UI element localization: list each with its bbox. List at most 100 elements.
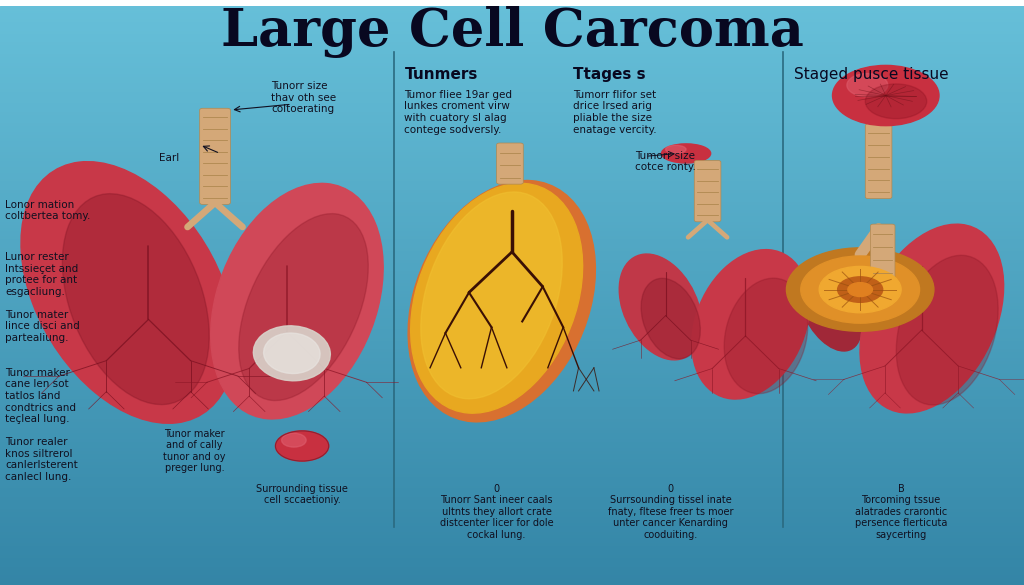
Bar bbox=[0, 246, 1024, 249]
Bar bbox=[0, 507, 1024, 510]
Bar bbox=[0, 226, 1024, 229]
Bar bbox=[0, 46, 1024, 49]
Text: Tunor realer
knos siltrerol
canlerlsterent
canlecl lung.: Tunor realer knos siltrerol canlerlstere… bbox=[5, 437, 78, 482]
Bar bbox=[0, 423, 1024, 426]
Bar bbox=[0, 49, 1024, 52]
Bar bbox=[0, 153, 1024, 156]
Bar bbox=[0, 122, 1024, 125]
Ellipse shape bbox=[860, 224, 1004, 413]
Bar bbox=[0, 287, 1024, 290]
Bar bbox=[0, 263, 1024, 266]
Bar bbox=[0, 240, 1024, 243]
Bar bbox=[0, 165, 1024, 168]
Bar bbox=[0, 356, 1024, 359]
Bar bbox=[0, 504, 1024, 507]
Ellipse shape bbox=[896, 255, 998, 405]
Bar bbox=[0, 570, 1024, 573]
Bar bbox=[0, 446, 1024, 449]
Text: Earl: Earl bbox=[159, 153, 179, 163]
Bar bbox=[0, 336, 1024, 339]
Bar bbox=[0, 200, 1024, 202]
Bar bbox=[0, 426, 1024, 429]
Bar bbox=[0, 110, 1024, 113]
Bar bbox=[0, 84, 1024, 87]
Bar bbox=[0, 177, 1024, 180]
Bar bbox=[0, 478, 1024, 481]
Bar bbox=[0, 304, 1024, 307]
Text: Large Cell Carcoma: Large Cell Carcoma bbox=[220, 6, 804, 58]
Bar bbox=[0, 498, 1024, 501]
Bar bbox=[0, 469, 1024, 472]
Ellipse shape bbox=[641, 278, 700, 359]
Bar bbox=[0, 472, 1024, 475]
Bar bbox=[0, 432, 1024, 435]
Bar bbox=[0, 235, 1024, 238]
Bar bbox=[0, 258, 1024, 260]
Bar bbox=[0, 301, 1024, 304]
Bar bbox=[0, 130, 1024, 133]
Bar bbox=[0, 58, 1024, 61]
Bar bbox=[0, 539, 1024, 542]
Bar bbox=[0, 362, 1024, 365]
Bar bbox=[0, 324, 1024, 327]
Bar bbox=[0, 205, 1024, 208]
Bar bbox=[0, 70, 1024, 73]
Bar bbox=[0, 133, 1024, 136]
Bar bbox=[0, 455, 1024, 457]
Ellipse shape bbox=[20, 161, 236, 424]
Bar bbox=[0, 382, 1024, 385]
Bar bbox=[0, 345, 1024, 347]
Bar bbox=[0, 119, 1024, 122]
Circle shape bbox=[833, 66, 939, 126]
Bar bbox=[0, 512, 1024, 515]
Bar bbox=[0, 272, 1024, 275]
Bar bbox=[0, 562, 1024, 565]
Bar bbox=[0, 78, 1024, 81]
Text: Tunor maker
cane len sot
tatlos land
condtrics and
teçleal lung.: Tunor maker cane len sot tatlos land con… bbox=[5, 368, 76, 424]
Bar bbox=[0, 582, 1024, 585]
Bar bbox=[0, 319, 1024, 321]
Bar bbox=[0, 9, 1024, 12]
Bar bbox=[0, 579, 1024, 582]
Bar bbox=[0, 67, 1024, 70]
Bar bbox=[0, 260, 1024, 263]
Bar bbox=[0, 73, 1024, 75]
Bar bbox=[0, 402, 1024, 405]
Bar bbox=[0, 435, 1024, 437]
Bar bbox=[0, 490, 1024, 493]
Text: Tunmers: Tunmers bbox=[404, 67, 478, 81]
Ellipse shape bbox=[692, 250, 809, 399]
Bar bbox=[0, 545, 1024, 548]
Bar bbox=[0, 359, 1024, 362]
Bar bbox=[0, 548, 1024, 550]
Text: Tumor fliee 19ar ged
lunkes croment virw
with cuatory sl alag
contege sodversly.: Tumor fliee 19ar ged lunkes croment virw… bbox=[404, 90, 512, 135]
Ellipse shape bbox=[620, 254, 701, 360]
Text: B
Torcoming tssue
alatrades crarontic
persence flerticuta
saycerting: B Torcoming tssue alatrades crarontic pe… bbox=[855, 484, 947, 540]
Bar bbox=[0, 307, 1024, 310]
Bar bbox=[0, 92, 1024, 95]
Bar bbox=[0, 339, 1024, 342]
Bar bbox=[0, 298, 1024, 301]
Bar bbox=[0, 292, 1024, 295]
Bar bbox=[0, 107, 1024, 110]
Bar bbox=[0, 188, 1024, 191]
Bar bbox=[0, 316, 1024, 319]
Bar bbox=[0, 43, 1024, 46]
Circle shape bbox=[865, 84, 927, 119]
Bar bbox=[0, 220, 1024, 223]
Text: 0
Surrsounding tissel inate
fnaty, fltese freer ts moer
unter cancer Kenarding
c: 0 Surrsounding tissel inate fnaty, fltes… bbox=[608, 484, 733, 540]
Bar bbox=[0, 397, 1024, 400]
Bar bbox=[0, 295, 1024, 298]
Bar bbox=[0, 6, 1024, 9]
Bar bbox=[0, 515, 1024, 518]
Bar bbox=[0, 183, 1024, 185]
Bar bbox=[0, 550, 1024, 553]
Bar bbox=[0, 347, 1024, 350]
Bar bbox=[0, 559, 1024, 562]
Bar bbox=[0, 23, 1024, 26]
Bar bbox=[0, 208, 1024, 211]
Bar bbox=[0, 128, 1024, 130]
Bar bbox=[0, 197, 1024, 200]
Bar bbox=[0, 35, 1024, 37]
Bar bbox=[0, 61, 1024, 64]
